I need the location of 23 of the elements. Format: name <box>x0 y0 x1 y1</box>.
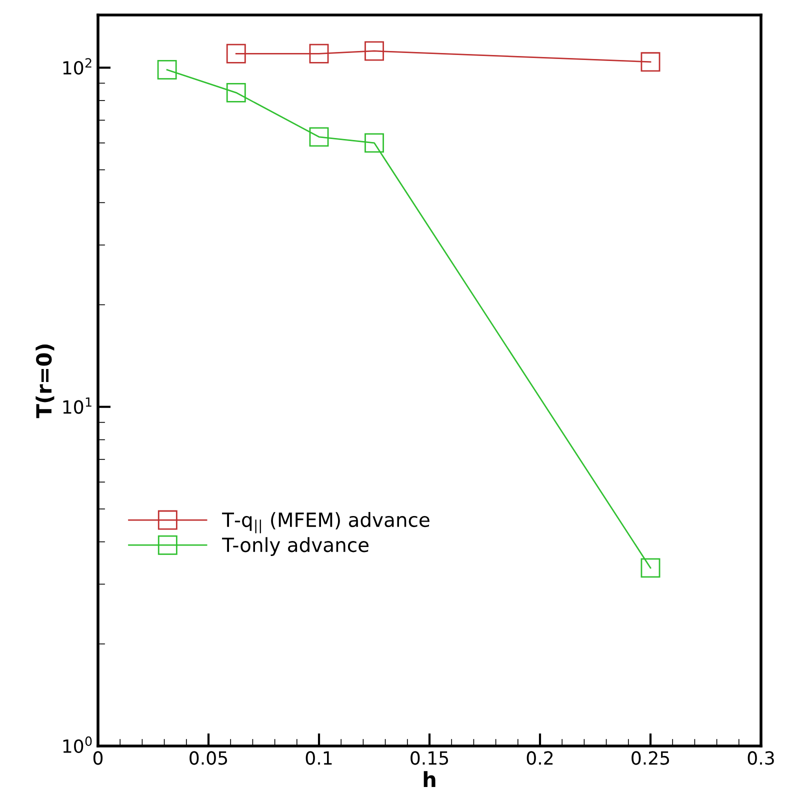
point <box>309 127 329 147</box>
x-tick-label: 0.05 <box>190 751 228 765</box>
point <box>226 44 246 64</box>
y-tick-label: 10$^{1}$ <box>63 397 92 414</box>
point <box>226 82 246 102</box>
x-tick-label: 0.2 <box>526 751 553 765</box>
point <box>640 52 660 72</box>
point <box>640 558 660 578</box>
x-tick-label: 0.25 <box>632 751 670 765</box>
x-tick-label: 0 <box>93 751 103 765</box>
x-tick-label: 0.3 <box>748 751 774 765</box>
legend-label: T-only advance <box>222 537 369 556</box>
x-tick-label: 0.15 <box>410 751 448 765</box>
point <box>364 133 384 153</box>
point <box>364 41 384 61</box>
x-axis-title: h <box>424 771 436 787</box>
point <box>157 60 177 80</box>
point <box>309 44 329 64</box>
y-axis-title: T(r=0) <box>36 344 54 418</box>
y-tick-label: 10$^{2}$ <box>63 58 92 75</box>
y-tick-label: 10$^{0}$ <box>63 736 92 753</box>
x-tick-label: 0.1 <box>306 751 332 765</box>
legend-label: T-q$_{||}$ (MFEM) advance <box>222 512 430 534</box>
